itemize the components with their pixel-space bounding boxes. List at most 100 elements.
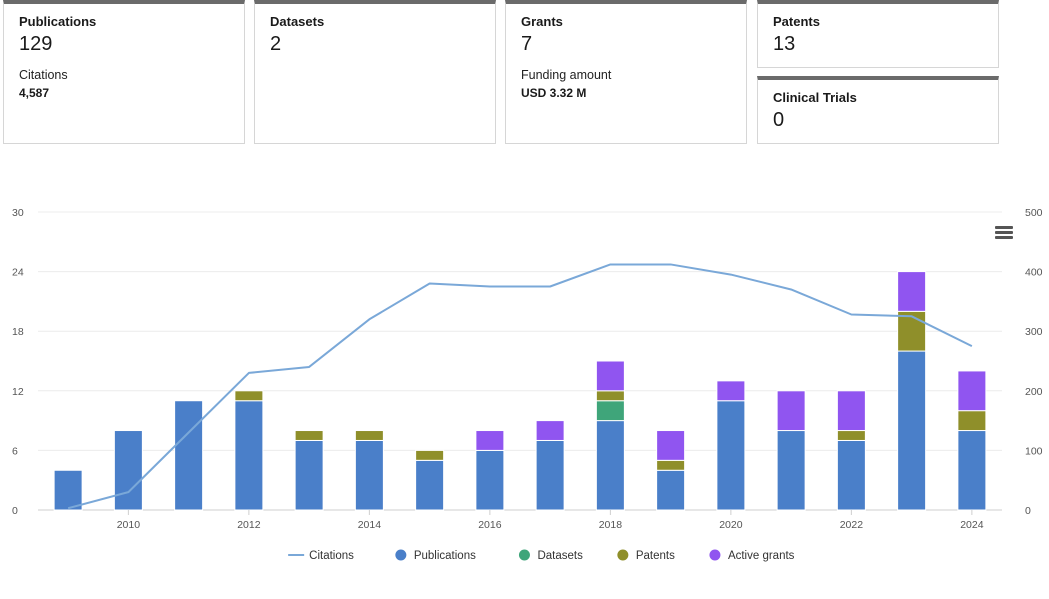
patents-card[interactable]: Patents 13: [757, 0, 999, 68]
bar-patents: [897, 310, 927, 352]
chart-bars: [53, 271, 987, 511]
legend-label: Publications: [414, 550, 476, 562]
grants-card[interactable]: Grants 7 Funding amount USD 3.32 M: [505, 0, 747, 144]
y-left-tick-label: 24: [12, 267, 24, 279]
legend-dot-symbol: [709, 549, 721, 561]
bar-patents: [656, 459, 686, 471]
publications-chart: 0 6 12 18 24 30 0 100 200 300 400 500 2010 2012 2014…: [12, 207, 1043, 563]
bar-publications: [656, 469, 686, 511]
bar-active-grants: [836, 390, 866, 432]
datasets-label: Datasets: [270, 14, 325, 29]
bar-publications: [897, 350, 927, 511]
bar-publications: [595, 420, 625, 511]
x-tick-label: 2012: [237, 519, 261, 531]
clinical-trials-label: Clinical Trials: [773, 90, 857, 105]
funding-amount-value: USD 3.32 M: [521, 86, 587, 100]
legend-label: Citations: [309, 550, 354, 562]
patents-label: Patents: [773, 14, 820, 29]
legend-label: Datasets: [537, 550, 583, 562]
grants-count: 7: [521, 33, 533, 55]
legend-label: Patents: [636, 550, 675, 562]
x-tick-label: 2010: [117, 519, 141, 531]
patents-count: 13: [773, 33, 796, 55]
x-tick-label: 2014: [358, 519, 382, 531]
bar-publications: [535, 439, 565, 511]
y-right-tick-label: 100: [1025, 445, 1043, 457]
x-tick-label: 2024: [960, 519, 984, 531]
bar-publications: [294, 439, 324, 511]
legend-item-publications[interactable]: Publications: [395, 549, 476, 563]
publications-count: 129: [19, 33, 53, 55]
bar-patents: [595, 390, 625, 402]
datasets-card[interactable]: Datasets 2: [254, 0, 496, 144]
y-right-tick-label: 400: [1025, 267, 1043, 279]
legend-dot-symbol: [518, 549, 530, 561]
bar-publications: [776, 430, 806, 511]
citations-count: 4,587: [19, 86, 50, 100]
bar-active-grants: [656, 430, 686, 461]
bar-patents: [234, 390, 264, 402]
legend-dot-symbol: [395, 549, 407, 561]
legend-item-patents[interactable]: Patents: [617, 549, 675, 563]
grants-label: Grants: [521, 14, 563, 29]
datasets-count: 2: [270, 33, 282, 55]
citations-line: [67, 263, 973, 510]
bar-datasets: [595, 400, 625, 422]
y-left-tick-label: 30: [12, 207, 24, 219]
bar-patents: [294, 430, 324, 441]
bar-publications: [354, 439, 384, 511]
clinical-trials-count: 0: [773, 109, 785, 131]
y-left-tick-label: 6: [12, 445, 18, 457]
y-axis-right: 0 100 200 300 400 500: [1025, 207, 1043, 517]
menu-icon-bar: [995, 231, 1013, 234]
x-tick-label: 2016: [478, 519, 502, 531]
bar-active-grants: [897, 271, 927, 312]
bar-active-grants: [716, 380, 746, 402]
y-right-tick-label: 200: [1025, 386, 1043, 398]
menu-icon-bar: [995, 226, 1013, 229]
legend-item-citations[interactable]: Citations: [288, 550, 354, 562]
y-axis-left: 0 6 12 18 24 30: [12, 207, 24, 517]
bar-active-grants: [475, 430, 505, 451]
y-right-tick-label: 0: [1025, 505, 1031, 517]
bar-active-grants: [595, 360, 625, 392]
menu-icon-bar: [995, 236, 1013, 239]
citations-label: Citations: [19, 68, 68, 82]
x-axis: 2010 2012 2014 2016 2018 2020 2022 2024: [117, 510, 984, 531]
y-left-tick-label: 0: [12, 505, 18, 517]
legend-item-active-grants[interactable]: Active grants: [709, 549, 795, 563]
bar-patents: [415, 449, 445, 461]
bar-patents: [836, 430, 866, 441]
bar-publications: [836, 439, 866, 511]
bar-patents: [354, 430, 384, 441]
citations-line-layer: [67, 263, 973, 510]
bar-publications: [716, 400, 746, 511]
funding-amount-label: Funding amount: [521, 68, 612, 82]
bar-patents: [957, 410, 987, 432]
legend-label: Active grants: [728, 550, 795, 562]
bar-publications: [957, 430, 987, 511]
x-tick-label: 2022: [840, 519, 864, 531]
legend-item-datasets[interactable]: Datasets: [518, 549, 583, 563]
bar-active-grants: [535, 420, 565, 441]
bar-publications: [234, 400, 264, 511]
x-tick-label: 2020: [719, 519, 743, 531]
y-right-tick-label: 500: [1025, 207, 1043, 219]
bar-publications: [53, 469, 83, 511]
x-tick-label: 2018: [599, 519, 623, 531]
publications-label: Publications: [19, 14, 97, 29]
bar-active-grants: [957, 370, 987, 412]
y-left-tick-label: 18: [12, 326, 24, 338]
y-right-tick-label: 300: [1025, 326, 1043, 338]
bar-active-grants: [776, 390, 806, 432]
publications-card[interactable]: Publications 129 Citations 4,587: [3, 0, 245, 144]
chart-legend: Citations Publications Datasets Patents Acti…: [288, 549, 795, 563]
bar-publications: [113, 430, 143, 511]
bar-publications: [475, 449, 505, 511]
y-left-tick-label: 12: [12, 386, 24, 398]
bar-publications: [415, 459, 445, 511]
hamburger-menu-icon[interactable]: [995, 226, 1013, 240]
clinical-trials-card[interactable]: Clinical Trials 0: [757, 76, 999, 144]
legend-dot-symbol: [617, 549, 629, 561]
bar-publications: [174, 400, 204, 511]
